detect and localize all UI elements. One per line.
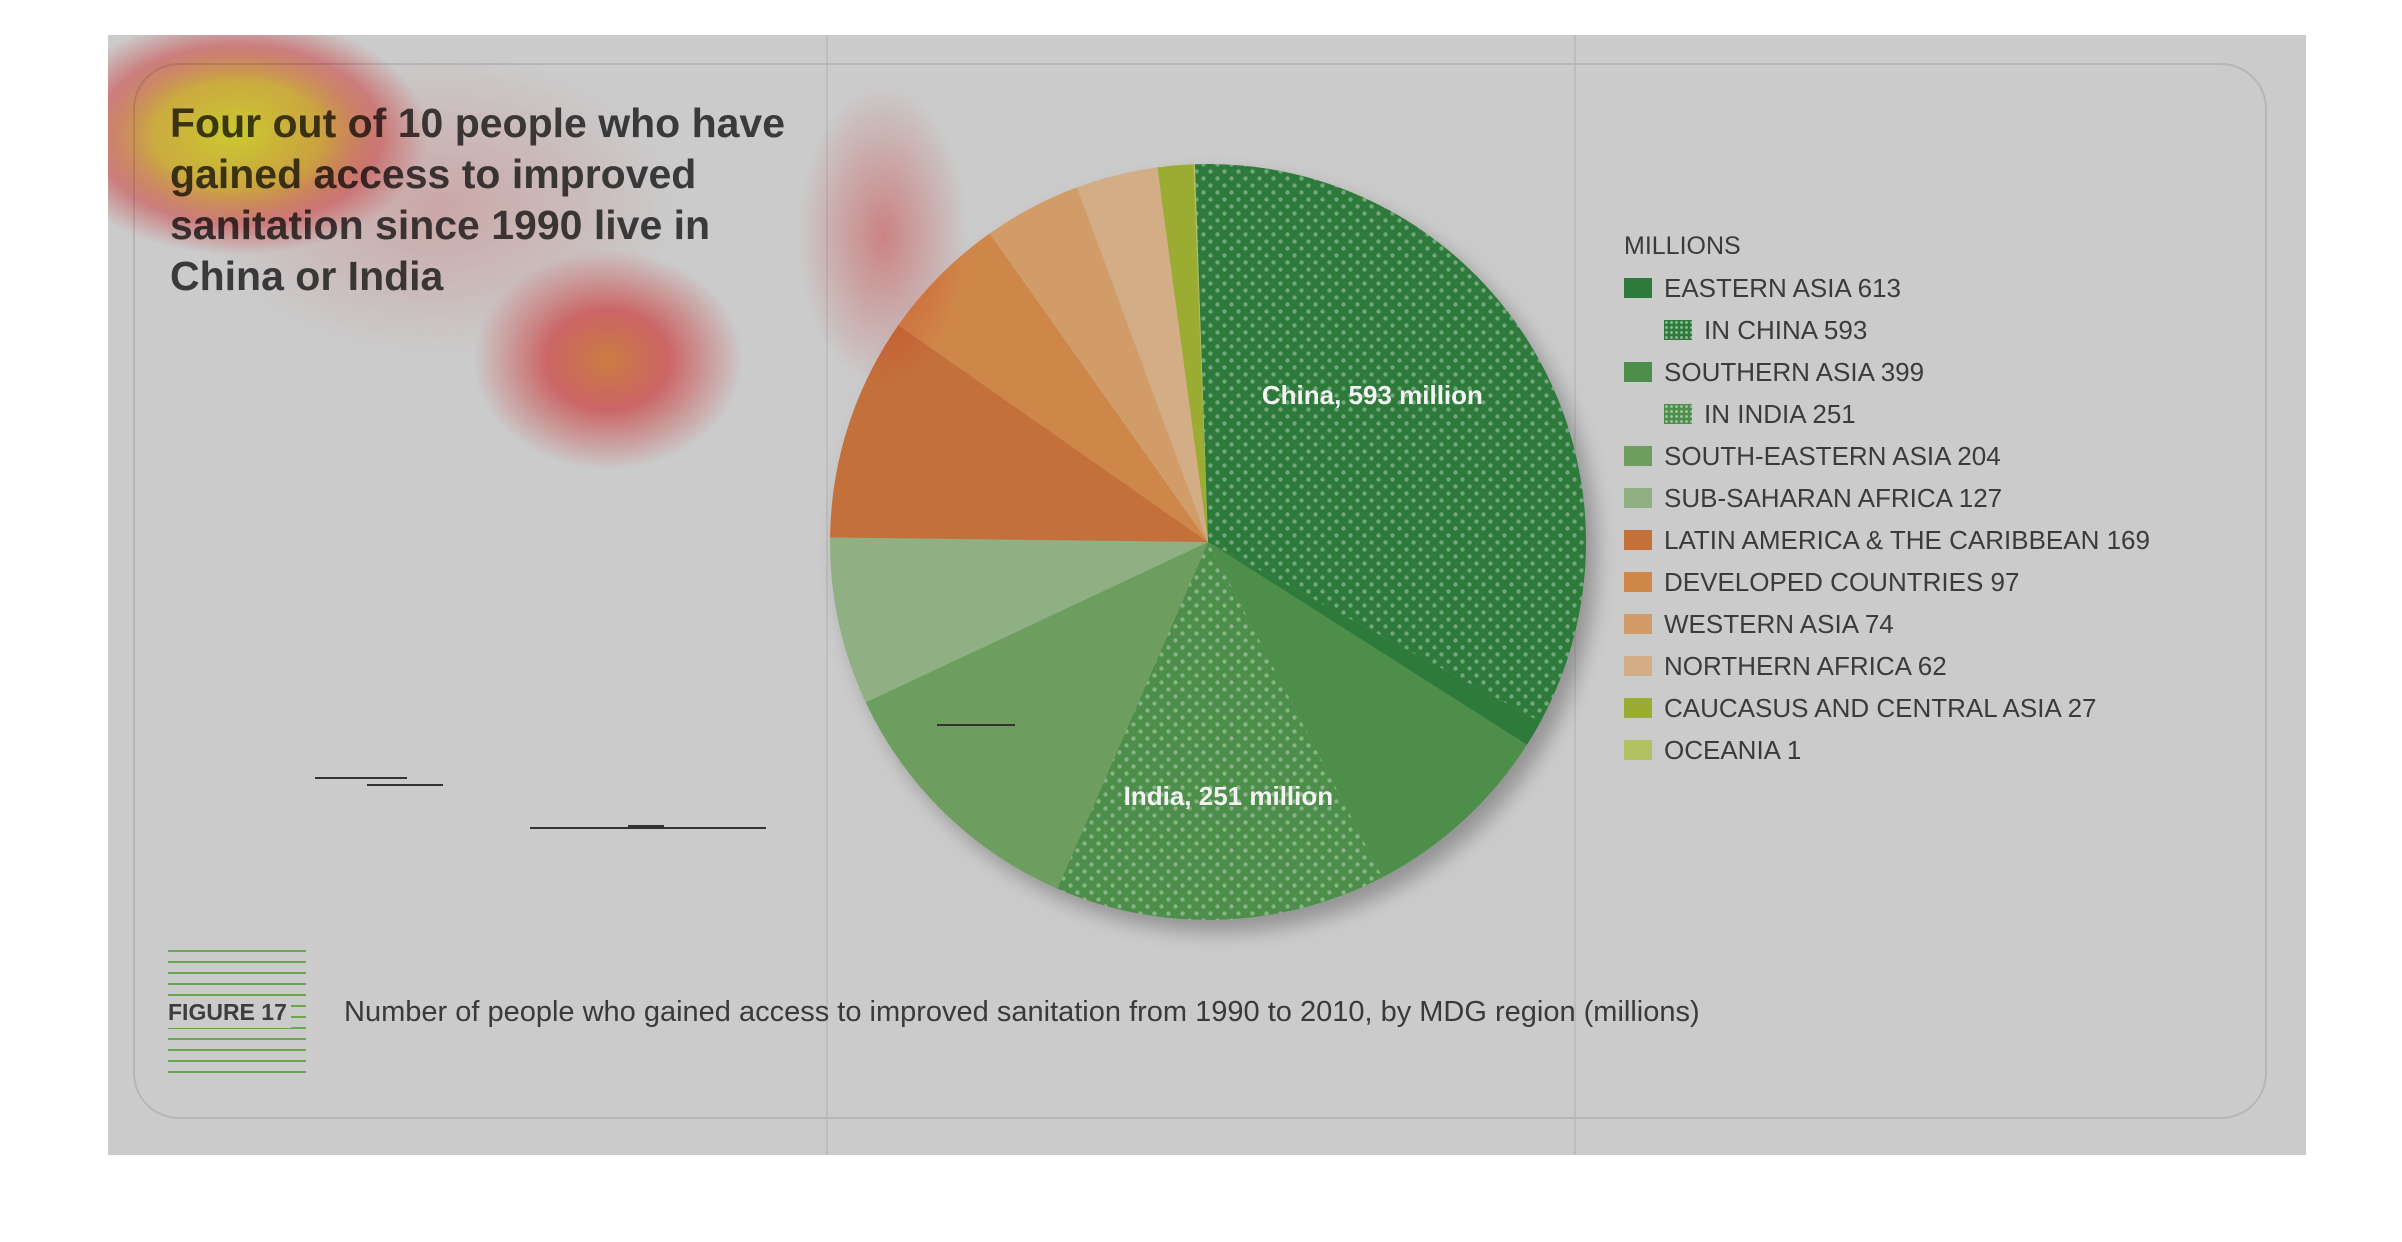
legend-label: IN CHINA 593: [1704, 314, 1868, 345]
pie-slice-eastern-asia-rest: [1208, 542, 1541, 745]
legend-swatch: [1624, 572, 1652, 592]
figure-stripe: [168, 972, 306, 974]
legend-swatch: [1624, 530, 1652, 550]
pie-label-in-china: China, 593 million: [1262, 380, 1483, 410]
pie-slice-sub-saharan-africa: [830, 537, 1208, 703]
figure-stripe: [168, 1027, 306, 1029]
stray-stroke: [937, 724, 1015, 726]
figure-frame: [133, 63, 2267, 1119]
figure-stripe: [168, 961, 306, 963]
pie-slice-southern-asia-in-india-pattern: [1057, 542, 1383, 921]
figure-stripe: [168, 1038, 306, 1040]
pie-slice-eastern-asia-in-china-pattern: [1194, 163, 1587, 722]
legend-swatch: [1664, 404, 1692, 424]
legend-label: LATIN AMERICA & THE CARIBBEAN 169: [1664, 524, 2150, 555]
stray-stroke: [628, 825, 664, 829]
figure-stripe: [168, 983, 306, 985]
legend-item-developed-countries: DEVELOPED COUNTRIES 97: [1624, 561, 2150, 603]
pie-slices: [830, 163, 1587, 921]
legend-label: IN INDIA 251: [1704, 398, 1856, 429]
legend-swatch: [1624, 614, 1652, 634]
stray-stroke: [315, 777, 407, 779]
heatmap-spot-faint: [198, 55, 678, 355]
figure-stripe: [168, 1060, 306, 1062]
legend-swatch: [1664, 320, 1692, 340]
legend-swatch: [1624, 656, 1652, 676]
figure-label: FIGURE 17: [168, 996, 291, 1028]
heatmap-spot-tertiary: [798, 85, 968, 385]
legend-item-western-asia: WESTERN ASIA 74: [1624, 603, 2150, 645]
attention-heatmap-overlay: [108, 35, 968, 470]
legend-item-southern-asia: SOUTHERN ASIA 399: [1624, 351, 2150, 393]
pie-chart: China, 593 million India, 251 million: [108, 35, 1587, 921]
legend-title: MILLIONS: [1624, 232, 1741, 260]
legend-label: SOUTHERN ASIA 399: [1664, 356, 1925, 387]
pie-labels: China, 593 million India, 251 million: [1124, 380, 1483, 811]
legend-item-northern-africa: NORTHERN AFRICA 62: [1624, 645, 2150, 687]
pie-slice-oceania: [1193, 164, 1208, 543]
figure-stripe: [168, 1049, 306, 1051]
legend-label: SUB-SAHARAN AFRICA 127: [1664, 482, 2003, 513]
column-guide-line: [826, 35, 828, 1155]
figure-stripe: [168, 994, 306, 996]
figure-stripe: [168, 1071, 306, 1073]
pie-slice-south-eastern-asia: [865, 542, 1208, 889]
legend-swatch: [1624, 488, 1652, 508]
legend-item-oceania: OCEANIA 1: [1624, 729, 2150, 771]
legend-item-in-china: IN CHINA 593: [1624, 309, 2150, 351]
legend-item-latin-america-and-the-caribbean: LATIN AMERICA & THE CARIBBEAN 169: [1624, 519, 2150, 561]
legend-swatch: [1624, 362, 1652, 382]
legend-label: CAUCASUS AND CENTRAL ASIA 27: [1664, 692, 2097, 723]
figure-stripe: [168, 950, 306, 952]
legend-item-caucasus-and-central-asia: CAUCASUS AND CENTRAL ASIA 27: [1624, 687, 2150, 729]
legend-items: EASTERN ASIA 613 IN CHINA 593 SOUTHERN ASI…: [1624, 267, 2150, 771]
legend-label: NORTHERN AFRICA 62: [1664, 650, 1947, 681]
pie-slice-developed-countries: [898, 233, 1208, 542]
legend-item-eastern-asia: EASTERN ASIA 613: [1624, 267, 2150, 309]
legend-label: EASTERN ASIA 613: [1664, 272, 1902, 303]
legend-label: WESTERN ASIA 74: [1664, 608, 1894, 639]
pie-slice-latin-america-and-the-caribbean: [830, 325, 1208, 542]
pie-slice-southern-asia-rest: [1208, 542, 1527, 878]
pie-slice-northern-africa: [1077, 167, 1208, 542]
legend-swatch: [1624, 698, 1652, 718]
legend-swatch: [1624, 278, 1652, 298]
legend-label: SOUTH-EASTERN ASIA 204: [1664, 440, 2001, 471]
pie-slice-western-asia: [989, 187, 1208, 543]
figure-page: Four out of 10 people who have gained ac…: [108, 35, 2306, 1155]
legend-item-south-eastern-asia: SOUTH-EASTERN ASIA 204: [1624, 435, 2150, 477]
stray-stroke: [367, 784, 443, 786]
pie-label-in-india: India, 251 million: [1124, 781, 1334, 811]
figure-number-block: FIGURE 17: [168, 950, 308, 1073]
legend-swatch: [1624, 446, 1652, 466]
figure-caption: Number of people who gained access to im…: [344, 996, 1700, 1028]
pie-slice-caucasus-and-central-asia: [1157, 164, 1208, 542]
legend-item-sub-saharan-africa: SUB-SAHARAN AFRICA 127: [1624, 477, 2150, 519]
legend-item-in-india: IN INDIA 251: [1624, 393, 2150, 435]
chart-legend: MILLIONS EASTERN ASIA 613 IN CHINA 593 SOU…: [1624, 225, 2150, 771]
legend-swatch: [1624, 740, 1652, 760]
legend-label: OCEANIA 1: [1664, 734, 1802, 765]
legend-label: DEVELOPED COUNTRIES 97: [1664, 566, 2020, 597]
